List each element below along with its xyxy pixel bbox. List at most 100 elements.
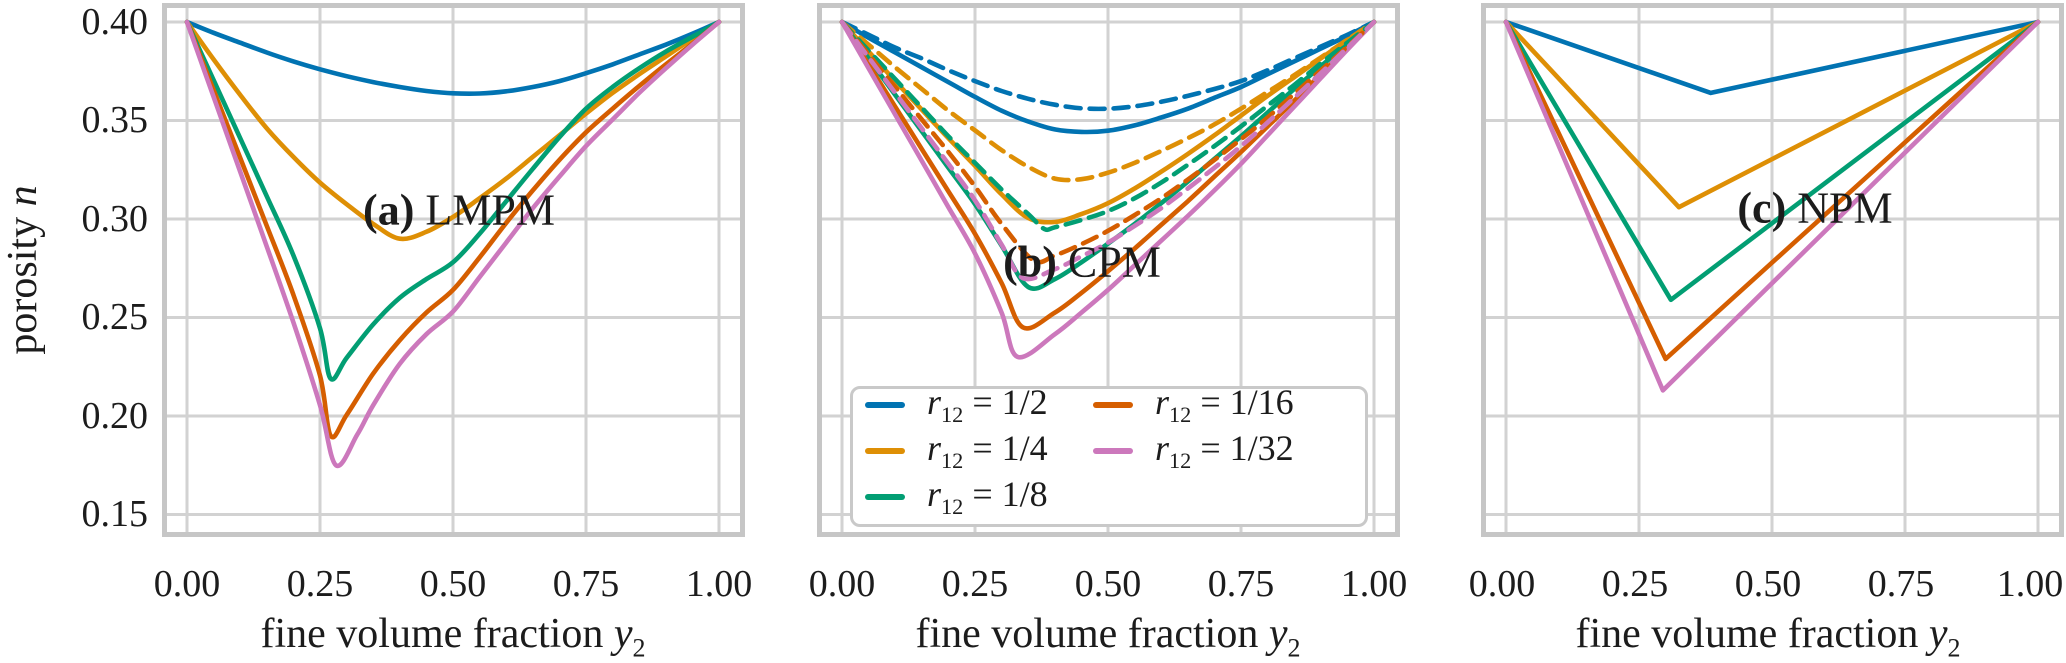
legend-eq: = 1/16 [1191,382,1294,423]
legend: r12 = 1/2 r12 = 1/4 r12 = 1/8 r12 = 1/16… [850,382,1368,527]
panel-c-x-axis-label: fine volume fraction y2 [1575,610,1960,663]
y-tick-0.20: 0.20 [81,395,149,437]
legend-sub: 12 [1169,448,1192,474]
legend-swatch-green-line [865,494,905,500]
panel-c-curve-r12-1-16-solid [1503,19,2041,362]
panel-a-curve-r12-1-2-solid [184,19,722,96]
panel-c-title: (c) NPM [1737,183,1892,234]
legend-item-r12-1-2: r12 = 1/2 [865,382,1048,428]
legend-swatch-red-line [1093,402,1133,408]
legend-swatch-orange-line [865,448,905,454]
y-axis-label-var: n [0,185,46,207]
x-axis-label-var: y [613,611,633,657]
legend-sub: 12 [941,494,964,520]
y-axis-label: porosity n [0,185,47,354]
panel-b-frame [817,3,1400,537]
legend-sub: 12 [1169,402,1192,428]
x-axis-label-var: y [1268,611,1288,657]
y-tick-0.30: 0.30 [81,198,149,240]
legend-sub: 12 [941,448,964,474]
panel-c-title-text: NPM [1786,183,1893,233]
legend-var: r [927,474,942,515]
panel-a-x-axis-label: fine volume fraction y2 [260,610,645,663]
legend-eq: = 1/4 [963,428,1048,469]
legend-label: r12 = 1/8 [927,473,1048,520]
legend-label: r12 = 1/4 [927,427,1048,474]
panel-b-x-tick-0.00: 0.00 [808,563,876,605]
x-axis-label-var: y [1928,611,1948,657]
legend-eq: = 1/32 [1191,428,1294,469]
panel-c-x-tick-0.75: 0.75 [1867,563,1935,605]
x-axis-label-text: fine volume fraction [915,611,1269,657]
x-axis-label-text: fine volume fraction [260,611,614,657]
panel-b-curve-r12-1-16-solid [839,19,1377,331]
panel-a-x-tick-0.75: 0.75 [552,563,620,605]
panel-b-title: (b) CPM [1003,237,1161,288]
panel-b-x-tick-0.25: 0.25 [941,563,1009,605]
y-tick-0.15: 0.15 [81,493,149,535]
panel-a-title: (a) LMPM [363,185,555,236]
panel-b-curve-r12-1-2-dashed [839,19,1377,112]
legend-swatch-pink-line [1093,448,1133,454]
panel-a-frame [162,3,745,537]
panel-c-curve-r12-1-2-solid [1503,19,2041,96]
panel-b-curve-r12-1-8-dashed [839,19,1377,233]
panel-b-curve-r12-1-32-solid [839,19,1377,360]
panel-a-x-tick-1.00: 1.00 [685,563,753,605]
panel-b-title-bold: (b) [1003,237,1057,287]
y-axis-label-text: porosity [0,206,46,355]
panel-c-x-tick-0.50: 0.50 [1734,563,1802,605]
panel-c-x-tick-1.00: 1.00 [1996,563,2064,605]
x-axis-label-sub: 2 [1947,633,1961,663]
legend-item-r12-1-32: r12 = 1/32 [1093,428,1294,474]
legend-item-r12-1-4: r12 = 1/4 [865,428,1048,474]
panel-b-title-text: CPM [1056,237,1161,287]
panel-b-x-tick-1.00: 1.00 [1340,563,1408,605]
panel-b-x-tick-0.75: 0.75 [1207,563,1275,605]
legend-swatch-blue-line [865,402,905,408]
legend-label: r12 = 1/16 [1155,381,1294,428]
legend-label: r12 = 1/2 [927,381,1048,428]
legend-item-r12-1-8: r12 = 1/8 [865,474,1048,520]
panel-a-x-tick-0.00: 0.00 [153,563,221,605]
panel-a-curve-r12-1-16-solid [184,19,722,440]
panel-b-x-tick-0.50: 0.50 [1074,563,1142,605]
panel-a-curve-r12-1-8-solid [184,19,722,382]
legend-var: r [927,428,942,469]
panel-a-x-tick-0.50: 0.50 [419,563,487,605]
legend-eq: = 1/8 [963,474,1048,515]
panel-c-curve-r12-1-8-solid [1503,19,2041,303]
panel-c-curve-r12-1-32-solid [1503,19,2041,393]
legend-eq: = 1/2 [963,382,1048,423]
panel-a-title-bold: (a) [363,185,415,235]
legend-item-r12-1-16: r12 = 1/16 [1093,382,1294,428]
panel-b-curve-r12-1-16-dashed [839,19,1377,265]
panel-c-title-bold: (c) [1737,183,1787,233]
panel-c-curve-r12-1-4-solid [1503,19,2041,210]
panel-c-frame [1481,3,2064,537]
panel-b-curve-r12-1-2-solid [839,19,1377,135]
x-axis-label-sub: 2 [632,633,646,663]
panel-a-x-tick-0.25: 0.25 [286,563,354,605]
legend-var: r [1155,428,1170,469]
x-axis-label-text: fine volume fraction [1575,611,1929,657]
panel-a-title-text: LMPM [414,185,555,235]
legend-var: r [1155,382,1170,423]
panel-b-curve-r12-1-32-dashed [839,19,1377,282]
legend-label: r12 = 1/32 [1155,427,1294,474]
panel-c-x-tick-0.00: 0.00 [1468,563,1536,605]
legend-var: r [927,382,942,423]
panel-a-curve-r12-1-4-solid [184,19,722,242]
legend-sub: 12 [941,402,964,428]
panel-b-x-axis-label: fine volume fraction y2 [915,610,1300,663]
panel-c-x-tick-0.25: 0.25 [1601,563,1669,605]
panel-a-curve-r12-1-32-solid [184,19,722,469]
legend-column-1: r12 = 1/2 r12 = 1/4 r12 = 1/8 [865,382,1048,520]
y-tick-0.25: 0.25 [81,296,149,338]
y-tick-0.40: 0.40 [81,1,149,43]
legend-column-2: r12 = 1/16 r12 = 1/32 [1093,382,1294,474]
y-tick-0.35: 0.35 [81,99,149,141]
panel-b-curve-r12-1-4-dashed [839,19,1377,183]
x-axis-label-sub: 2 [1287,633,1301,663]
